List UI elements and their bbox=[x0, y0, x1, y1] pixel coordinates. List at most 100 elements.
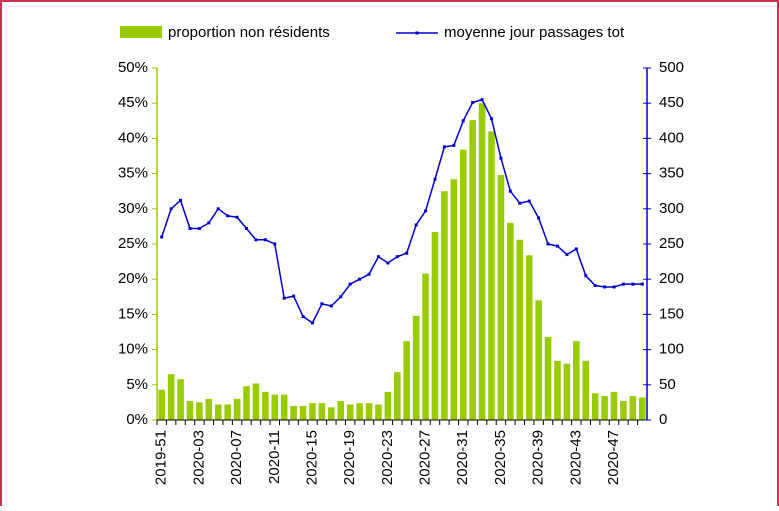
line-marker bbox=[273, 242, 277, 246]
line-marker bbox=[461, 119, 465, 123]
line-marker bbox=[169, 207, 173, 211]
bar bbox=[318, 403, 326, 420]
line-marker bbox=[574, 247, 578, 251]
bar bbox=[525, 255, 533, 420]
legend-label: proportion non résidents bbox=[168, 24, 330, 41]
line-marker bbox=[197, 227, 201, 231]
line-marker bbox=[367, 272, 371, 276]
line-marker bbox=[508, 189, 512, 193]
line-marker bbox=[565, 253, 569, 257]
line-marker bbox=[555, 244, 559, 248]
line-marker bbox=[339, 295, 343, 299]
line-marker bbox=[310, 321, 314, 325]
x-tick-label: 2020-35 bbox=[492, 430, 509, 485]
bar bbox=[554, 360, 561, 420]
line-marker bbox=[179, 198, 183, 202]
line-marker bbox=[329, 304, 333, 308]
bar bbox=[214, 404, 222, 420]
bar bbox=[573, 341, 580, 420]
x-tick-label: 2020-39 bbox=[530, 430, 547, 485]
bar bbox=[167, 374, 175, 420]
line-marker bbox=[216, 207, 220, 211]
x-tick-label: 2020-47 bbox=[605, 430, 622, 485]
line-marker bbox=[348, 282, 352, 286]
line-marker bbox=[358, 277, 362, 281]
line-marker bbox=[433, 177, 437, 181]
line-marker bbox=[527, 199, 531, 203]
line-marker bbox=[405, 251, 409, 255]
line-marker bbox=[480, 98, 484, 102]
bar bbox=[309, 403, 316, 420]
line-marker bbox=[499, 156, 503, 160]
bar bbox=[412, 315, 420, 420]
line-marker bbox=[188, 227, 192, 231]
bar bbox=[299, 405, 307, 420]
line-marker bbox=[320, 302, 324, 306]
bar bbox=[403, 341, 411, 420]
bar bbox=[375, 404, 382, 420]
y2-tick-label: 150 bbox=[659, 305, 684, 322]
bar bbox=[497, 175, 505, 420]
bar bbox=[243, 386, 250, 420]
line-marker bbox=[546, 242, 550, 246]
line-marker bbox=[207, 221, 211, 225]
x-tick-label: 2020-31 bbox=[454, 430, 471, 485]
bar bbox=[177, 379, 184, 420]
y-tick-label: 10% bbox=[118, 341, 148, 358]
x-tick-label: 2019-51 bbox=[153, 430, 170, 485]
bar bbox=[158, 389, 166, 420]
x-tick-label: 2020-43 bbox=[567, 430, 584, 485]
bar bbox=[271, 394, 279, 420]
bar bbox=[459, 149, 467, 420]
line-marker bbox=[235, 215, 239, 219]
line-marker bbox=[424, 209, 428, 213]
bar bbox=[610, 391, 618, 420]
bar bbox=[205, 398, 213, 420]
bar bbox=[563, 363, 571, 420]
bar bbox=[290, 405, 297, 420]
line-marker bbox=[245, 227, 249, 231]
bar bbox=[337, 400, 345, 420]
line-marker bbox=[490, 117, 494, 121]
line-marker bbox=[263, 238, 267, 242]
y2-tick-label: 500 bbox=[659, 59, 684, 76]
bar bbox=[328, 407, 335, 420]
line-marker bbox=[631, 282, 635, 286]
x-tick-label: 2020-23 bbox=[379, 430, 396, 485]
bar bbox=[356, 403, 363, 420]
bar bbox=[601, 396, 608, 420]
bar bbox=[280, 394, 288, 420]
bar bbox=[224, 404, 231, 420]
bar bbox=[186, 400, 194, 420]
bar bbox=[620, 400, 627, 420]
y-tick-label: 0% bbox=[126, 411, 148, 428]
x-tick-label: 2020-11 bbox=[266, 430, 283, 484]
bar bbox=[384, 391, 392, 420]
y-tick-label: 15% bbox=[118, 305, 148, 322]
line-marker bbox=[282, 296, 286, 300]
line-marker bbox=[471, 100, 475, 104]
y2-tick-label: 0 bbox=[659, 411, 667, 428]
line-marker bbox=[621, 282, 625, 286]
line-marker bbox=[442, 145, 446, 149]
bar bbox=[233, 398, 241, 420]
line-marker bbox=[395, 255, 399, 259]
line bbox=[161, 98, 643, 324]
bar bbox=[196, 402, 203, 420]
line-marker bbox=[292, 294, 296, 298]
line-marker bbox=[160, 235, 164, 239]
bar bbox=[507, 222, 514, 420]
y2-tick-label: 100 bbox=[659, 341, 684, 358]
line-marker bbox=[254, 238, 258, 242]
line-marker bbox=[612, 285, 616, 289]
bar bbox=[441, 191, 448, 420]
bar bbox=[365, 403, 373, 420]
y2-tick-label: 250 bbox=[659, 235, 684, 252]
line-marker bbox=[452, 143, 456, 147]
bar bbox=[629, 396, 637, 420]
y-tick-label: 20% bbox=[118, 270, 148, 287]
line-marker bbox=[386, 261, 390, 265]
y-tick-label: 5% bbox=[126, 376, 148, 393]
